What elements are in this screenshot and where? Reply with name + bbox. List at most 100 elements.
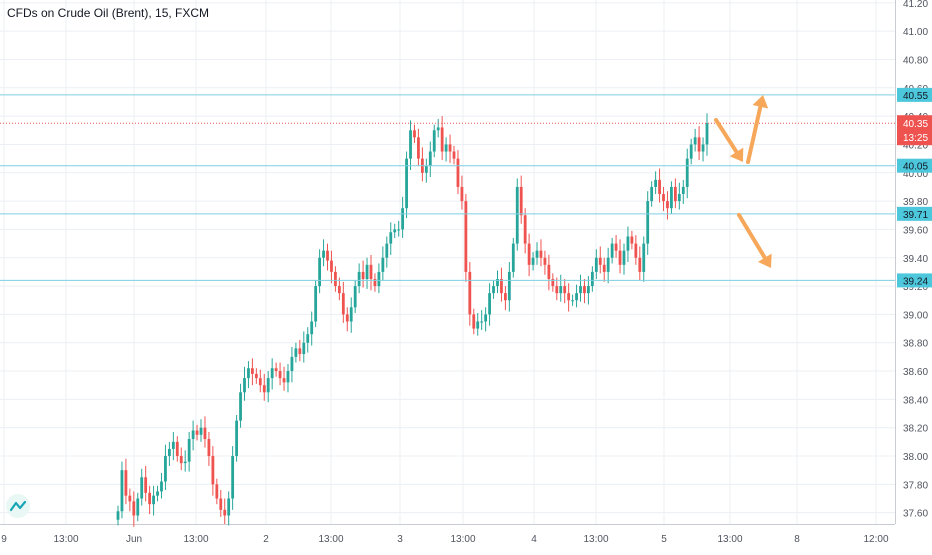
candle-body [547, 264, 551, 279]
candle-body [290, 356, 294, 372]
candle-body [282, 378, 286, 383]
candle-body [436, 127, 440, 131]
candle-body [124, 470, 128, 496]
candle-body [318, 257, 322, 287]
candle-body [401, 208, 405, 230]
candle-body [567, 293, 571, 301]
x-tick-label: 12:00 [863, 534, 888, 545]
candle-body [456, 158, 460, 187]
candle-body [326, 250, 329, 261]
candle-body [519, 186, 523, 216]
candle-body [251, 368, 254, 374]
candle-body [551, 278, 555, 287]
candle-body [330, 260, 333, 272]
candle-body [503, 293, 507, 301]
candle-body [472, 314, 476, 329]
candle-body [413, 130, 416, 138]
candle-body [610, 243, 614, 258]
candle-body [405, 158, 408, 209]
candle-body [583, 286, 586, 294]
tradingview-logo-icon[interactable] [6, 494, 30, 518]
candle-body [239, 392, 242, 421]
drawn-arrow-down[interactable] [714, 118, 744, 162]
candle-body [191, 430, 195, 440]
candle-body [314, 286, 318, 322]
candle-body [634, 243, 638, 258]
candle-body [507, 271, 511, 301]
last-price-label: 40.35 [903, 119, 928, 130]
candle-body [286, 371, 290, 383]
candle-body [144, 477, 148, 493]
candle-body [496, 278, 499, 287]
candle-body [531, 257, 535, 265]
candle-body [306, 334, 310, 343]
candle-body [428, 151, 432, 166]
candle-body [195, 430, 199, 435]
candle-body [345, 314, 349, 322]
candle-body [278, 371, 282, 379]
y-tick-label: 40.80 [903, 55, 928, 66]
candle-body [235, 420, 238, 457]
x-tick-label: 9 [1, 534, 7, 545]
x-tick-label: 5 [661, 534, 667, 545]
level-label: 39.24 [903, 276, 928, 287]
drawn-arrow-up[interactable] [746, 95, 769, 164]
candle-body [476, 321, 480, 329]
candle-body [460, 186, 464, 202]
candle-body [488, 293, 491, 315]
candle-body [365, 264, 369, 279]
candle-body [614, 243, 618, 251]
level-badge [897, 87, 932, 102]
candle-body [705, 123, 709, 145]
candle-body [298, 348, 302, 355]
drawn-arrow-down[interactable] [737, 213, 772, 268]
candle-body [606, 257, 610, 272]
candle-body [385, 243, 389, 258]
candle-body [310, 321, 314, 335]
candle-body [349, 307, 353, 322]
candle-body [677, 194, 681, 202]
candle-body [223, 509, 227, 516]
candle-body [527, 243, 531, 265]
level-badge [897, 273, 932, 288]
candle-body [587, 286, 590, 294]
candle-body [227, 498, 231, 516]
y-tick-label: 38.60 [903, 367, 928, 378]
candle-body [171, 441, 175, 449]
candle-body [693, 137, 697, 145]
candle-body [500, 278, 503, 294]
candle-body [681, 186, 685, 195]
candle-body [183, 461, 187, 464]
y-tick-label: 38.40 [903, 395, 928, 406]
candle-body [432, 130, 436, 152]
candle-body [662, 194, 665, 202]
x-tick-label: 8 [794, 534, 800, 545]
x-tick-label: 3 [397, 534, 403, 545]
candle-body [563, 286, 567, 294]
y-tick-label: 39.60 [903, 225, 928, 236]
candle-body [571, 300, 574, 302]
candle-body [515, 186, 519, 244]
candle-body [654, 179, 658, 187]
candle-body [247, 368, 250, 379]
level-label: 40.05 [903, 162, 928, 173]
candle-body [523, 215, 527, 244]
candle-body [337, 286, 341, 294]
candle-body [464, 201, 468, 272]
candle-body [167, 448, 171, 457]
candle-body [638, 257, 642, 272]
candle-body [670, 186, 673, 209]
candle-body [618, 250, 622, 265]
candle-body [302, 342, 306, 355]
y-tick-label: 41.20 [903, 0, 928, 10]
level-badge [897, 206, 932, 221]
candle-body [622, 250, 626, 265]
x-tick-label: 13:00 [450, 534, 475, 545]
candle-body [148, 492, 152, 505]
candle-body [156, 491, 159, 496]
candle-body [377, 271, 381, 287]
candle-body [381, 257, 385, 272]
x-tick-label: 4 [531, 534, 537, 545]
